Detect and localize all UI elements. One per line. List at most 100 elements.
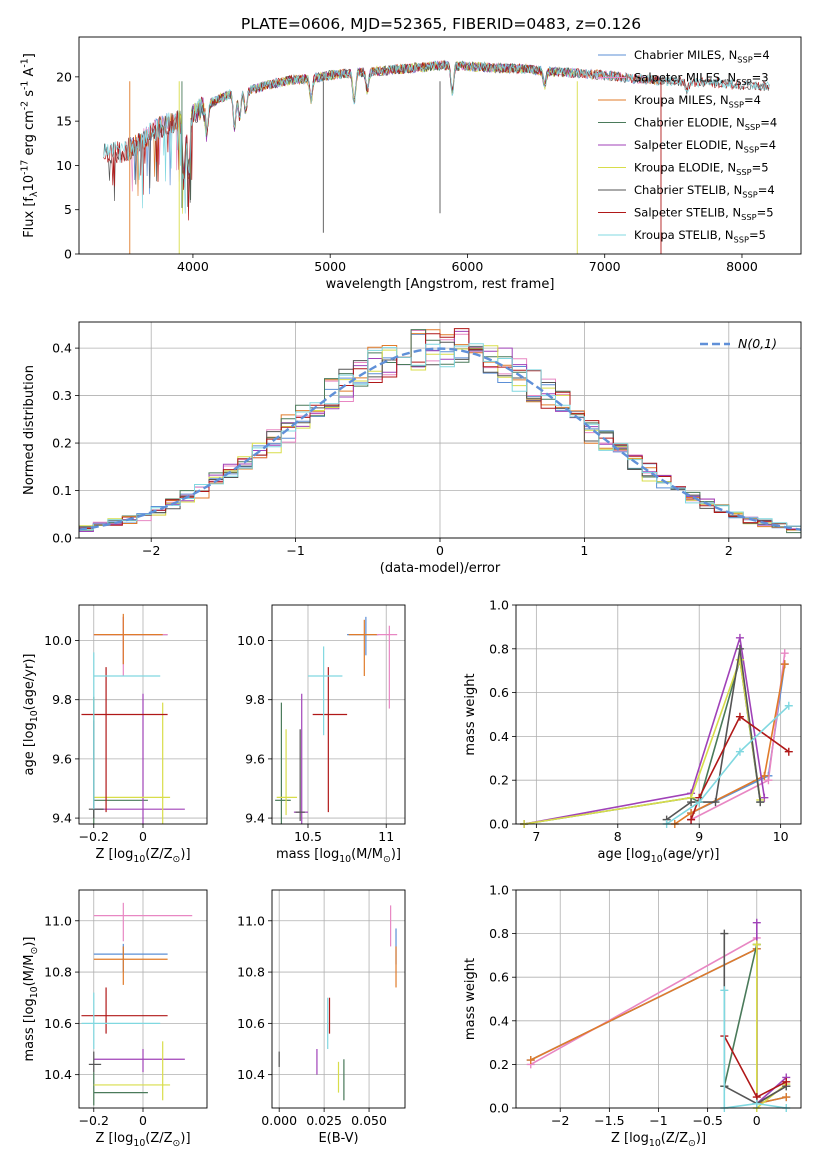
data-point (687, 798, 696, 807)
errorbar-kroupa-stelib (93, 652, 161, 810)
series-line (690, 715, 790, 820)
series-kroupa-miles (670, 660, 789, 828)
series-line (723, 933, 787, 1105)
data-point (526, 1056, 535, 1065)
series-chabrier-stelib (720, 929, 791, 1108)
y-tick-label: 0.6 (489, 685, 509, 700)
x-tick-label: 8000 (726, 259, 758, 274)
series-kroupa-stelib (662, 701, 793, 828)
x-tick-label: 11 (378, 829, 394, 844)
errorbar-chabrier-elodie (275, 702, 291, 824)
x-tick-label: 5000 (314, 259, 346, 274)
x-tick-label: −1 (649, 1113, 667, 1128)
errorbar-chabrier-stelib (88, 720, 104, 819)
y-tick-label: 9.4 (245, 811, 265, 826)
x-tick-label: −0.5 (692, 1113, 722, 1128)
series-line (666, 705, 790, 824)
data-point (711, 798, 720, 807)
spectrum-kroupa-miles (129, 60, 662, 197)
axes-frame (78, 889, 208, 1109)
data-point (752, 1099, 761, 1108)
panel-weights_vs_Z: −2 −1.5 −1 −0.5 0 0.0 0.2 0.4 0.6 0.8 1.0 Z [log10(… (463, 883, 802, 1149)
x-axis-label: Z [log10(Z/Z⊙)] (611, 1131, 706, 1149)
y-tick-label: 10 (56, 158, 72, 173)
legend: Chabrier MILES, NSSP=4 Salpeter MILES, NS… (598, 48, 777, 244)
y-tick-label: 0.0 (52, 531, 72, 546)
y-tick-label: 0 (64, 247, 72, 262)
y-tick-label: 0.0 (489, 817, 509, 832)
errorbar-kroupa-stelib (81, 992, 161, 1050)
legend-label: Kroupa STELIB, NSSP=5 (634, 228, 766, 244)
data-point (735, 712, 744, 721)
x-axis-label: wavelength [Angstrom, rest frame] (326, 277, 555, 292)
y-tick-label: 0.4 (52, 341, 72, 356)
errorbar-kroupa-elodie (93, 702, 171, 824)
x-tick-label: 10.5 (294, 829, 322, 844)
y-tick-label: 11.0 (44, 913, 72, 928)
y-tick-label: 10.8 (44, 965, 72, 980)
normal-curve (79, 347, 801, 531)
y-tick-label: 0.0 (489, 1101, 509, 1116)
panel-age_vs_mass: 10.5 11 9.4 9.6 9.8 10.0 mass [log10(M/M⊙)] (237, 604, 406, 865)
x-tick-label: −2 (551, 1113, 569, 1128)
panel-residuals: −2 −1 0 1 2 0.0 0.1 0.2 0.3 0.4 (data-model)/error… (22, 321, 802, 576)
x-axis-label: age [log10(age/yr)] (598, 847, 720, 865)
y-tick-label: 0.4 (489, 729, 509, 744)
panel-weights_vs_age: 7 8 9 10 0.0 0.2 0.4 0.6 0.8 1.0 age [log10(age/yr… (463, 598, 802, 865)
errorbar-kroupa-miles (348, 619, 377, 677)
data-point (752, 918, 761, 927)
y-tick-label: 15 (56, 114, 72, 129)
legend-label: Salpeter STELIB, NSSP=5 (634, 206, 774, 222)
y-axis-label: mass weight (463, 958, 478, 1040)
x-tick-label: 6000 (452, 259, 484, 274)
y-tick-label: 9.6 (245, 751, 265, 766)
spectrum-kroupa-stelib (103, 60, 770, 214)
errorbar-chabrier-miles (93, 943, 168, 973)
y-tick-label: 10.4 (44, 1067, 72, 1082)
errorbar-kroupa-elodie (93, 1041, 171, 1101)
x-tick-label: 0.000 (261, 1113, 297, 1128)
y-tick-label: 0.8 (489, 926, 509, 941)
errorbar-salpeter-stelib (81, 987, 168, 1034)
axes-frame (515, 889, 802, 1109)
axes-frame (78, 36, 802, 255)
x-axis-label: (data-model)/error (380, 561, 501, 576)
data-point (752, 940, 761, 949)
y-tick-label: 10.0 (44, 633, 72, 648)
errorbar-salpeter-elodie (93, 1049, 185, 1073)
data-point (756, 798, 765, 807)
x-tick-label: 7 (532, 829, 540, 844)
y-tick-label: 9.4 (52, 811, 72, 826)
y-tick-label: 20 (56, 69, 72, 84)
y-tick-label: 0.2 (489, 773, 509, 788)
x-tick-label: 8 (614, 829, 622, 844)
axes-frame (78, 321, 802, 539)
legend-label: Chabrier STELIB, NSSP=4 (634, 183, 775, 199)
spectrum-chabrier-elodie (178, 61, 578, 201)
axes-frame (78, 604, 208, 825)
x-axis-label: mass [log10(M/M⊙)] (276, 847, 401, 865)
x-tick-label: 0 (436, 543, 444, 558)
legend-label: N(0,1) (738, 336, 777, 351)
data-point (784, 747, 793, 756)
y-tick-label: 10.6 (237, 1016, 265, 1031)
data-point (735, 633, 744, 642)
x-tick-label: 0 (139, 829, 147, 844)
spectrum-kroupa-elodie (178, 60, 578, 214)
data-point (760, 793, 769, 802)
data-point (782, 1077, 791, 1086)
y-tick-label: 1.0 (489, 883, 509, 898)
x-tick-label: 1 (580, 543, 588, 558)
axes-frame (271, 889, 406, 1109)
x-tick-label: 9 (695, 829, 703, 844)
axes-frame (515, 604, 802, 825)
y-axis-label: Flux [fλ10-17 erg cm-2 s-1 A-1] (20, 53, 40, 238)
histogram-kroupa-stelib (79, 343, 801, 538)
y-tick-label: 0.6 (489, 970, 509, 985)
y-tick-label: 9.8 (52, 692, 72, 707)
errorbar-kroupa-miles (93, 613, 163, 665)
y-tick-label: 0.3 (52, 388, 72, 403)
series-line (756, 922, 787, 1106)
x-tick-label: 0.050 (351, 1113, 387, 1128)
errorbar-salpeter-miles (93, 616, 168, 677)
